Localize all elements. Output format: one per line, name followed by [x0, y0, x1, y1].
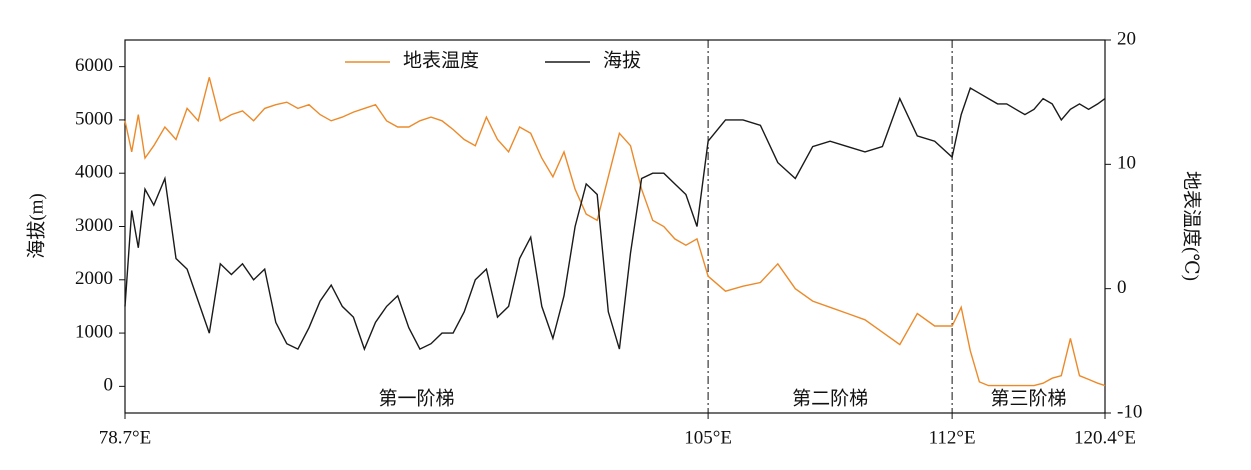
y2-tick-label: 20 — [1117, 28, 1136, 49]
y2-axis-label: 地表温度(℃) — [1181, 171, 1203, 281]
x-tick-label: 112°E — [929, 427, 976, 448]
y-tick-label: 3000 — [75, 215, 113, 236]
y2-tick-label: -10 — [1117, 401, 1142, 422]
y-tick-label: 2000 — [75, 268, 113, 289]
y-tick-label: 4000 — [75, 162, 113, 183]
y-tick-label: 0 — [104, 375, 114, 396]
y-tick-label: 5000 — [75, 108, 113, 129]
stage-label: 第二阶梯 — [792, 387, 868, 409]
legend-label: 地表温度 — [403, 49, 479, 71]
stage-label: 第三阶梯 — [991, 387, 1067, 409]
plot-frame — [124, 39, 1106, 414]
x-tick-label: 105°E — [684, 427, 732, 448]
legend-label: 海拔 — [603, 49, 641, 71]
y-axis-label: 海拔(m) — [25, 193, 47, 258]
y-tick-label: 1000 — [75, 321, 113, 342]
y2-tick-label: 0 — [1117, 277, 1127, 298]
y2-tick-label: 10 — [1117, 153, 1136, 174]
stage-label: 第一阶梯 — [379, 387, 455, 409]
y-tick-label: 6000 — [75, 55, 113, 76]
x-tick-label: 78.7°E — [99, 427, 151, 448]
series-line — [124, 86, 1106, 352]
x-tick-label: 120.4°E — [1074, 427, 1136, 448]
series-line — [124, 77, 1106, 387]
